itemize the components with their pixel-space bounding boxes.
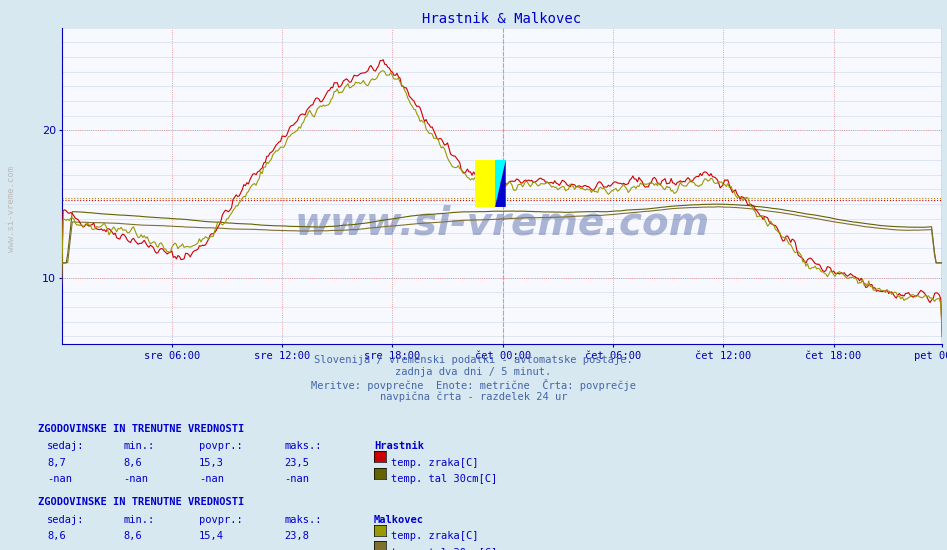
- Text: Meritve: povprečne  Enote: metrične  Črta: povprečje: Meritve: povprečne Enote: metrične Črta:…: [311, 379, 636, 391]
- Text: 8,6: 8,6: [47, 531, 66, 541]
- Text: www.si-vreme.com: www.si-vreme.com: [295, 205, 709, 243]
- Text: povpr.:: povpr.:: [199, 441, 242, 451]
- Text: Slovenija / vremenski podatki - avtomatske postaje.: Slovenija / vremenski podatki - avtomats…: [314, 355, 633, 365]
- Text: -nan: -nan: [47, 548, 72, 550]
- Bar: [475, 160, 495, 207]
- Text: 15,4: 15,4: [199, 531, 223, 541]
- Text: -nan: -nan: [284, 474, 309, 484]
- Text: -nan: -nan: [123, 548, 148, 550]
- Text: ZGODOVINSKE IN TRENUTNE VREDNOSTI: ZGODOVINSKE IN TRENUTNE VREDNOSTI: [38, 424, 244, 433]
- Polygon shape: [495, 160, 506, 207]
- Text: temp. zraka[C]: temp. zraka[C]: [391, 458, 478, 468]
- Text: -nan: -nan: [284, 548, 309, 550]
- Text: min.:: min.:: [123, 441, 154, 451]
- Text: temp. zraka[C]: temp. zraka[C]: [391, 531, 478, 541]
- Text: Hrastnik: Hrastnik: [374, 441, 424, 451]
- Text: -nan: -nan: [199, 548, 223, 550]
- Text: temp. tal 30cm[C]: temp. tal 30cm[C]: [391, 548, 497, 550]
- Text: maks.:: maks.:: [284, 515, 322, 525]
- Text: 8,6: 8,6: [123, 531, 142, 541]
- Text: zadnja dva dni / 5 minut.: zadnja dva dni / 5 minut.: [396, 367, 551, 377]
- Text: -nan: -nan: [123, 474, 148, 484]
- Text: -nan: -nan: [47, 474, 72, 484]
- Text: ZGODOVINSKE IN TRENUTNE VREDNOSTI: ZGODOVINSKE IN TRENUTNE VREDNOSTI: [38, 497, 244, 507]
- Title: Hrastnik & Malkovec: Hrastnik & Malkovec: [422, 12, 581, 26]
- Polygon shape: [495, 160, 506, 207]
- Text: Malkovec: Malkovec: [374, 515, 424, 525]
- Text: 23,8: 23,8: [284, 531, 309, 541]
- Text: min.:: min.:: [123, 515, 154, 525]
- Text: temp. tal 30cm[C]: temp. tal 30cm[C]: [391, 474, 497, 484]
- Text: sedaj:: sedaj:: [47, 515, 85, 525]
- Text: 23,5: 23,5: [284, 458, 309, 468]
- Text: sedaj:: sedaj:: [47, 441, 85, 451]
- Text: maks.:: maks.:: [284, 441, 322, 451]
- Text: 15,3: 15,3: [199, 458, 223, 468]
- Text: navpična črta - razdelek 24 ur: navpična črta - razdelek 24 ur: [380, 391, 567, 401]
- Text: 8,7: 8,7: [47, 458, 66, 468]
- Text: www.si-vreme.com: www.si-vreme.com: [7, 166, 16, 252]
- Text: 8,6: 8,6: [123, 458, 142, 468]
- Text: -nan: -nan: [199, 474, 223, 484]
- Text: povpr.:: povpr.:: [199, 515, 242, 525]
